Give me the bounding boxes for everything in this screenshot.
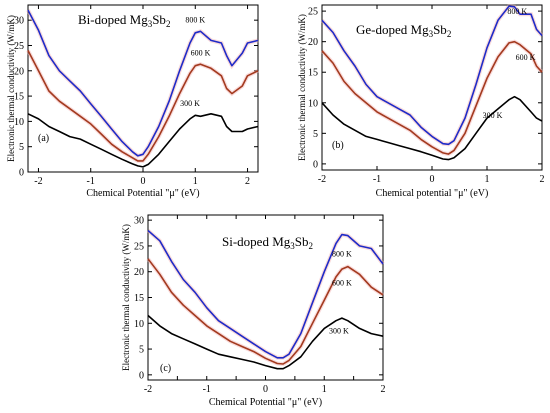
series-label: 300 K bbox=[483, 111, 503, 120]
panel-title: Si-doped Mg3Sb2 bbox=[222, 234, 313, 251]
series-halo bbox=[320, 4, 544, 147]
x-axis-label: Chemical Potential "μ" (eV) bbox=[209, 397, 322, 408]
y-tick-label: 5 bbox=[313, 129, 318, 140]
series-label: 600 K bbox=[332, 279, 352, 288]
x-tick-label: 0 bbox=[430, 174, 435, 185]
x-tick-label: -2 bbox=[144, 384, 152, 395]
y-tick-label: 10 bbox=[134, 319, 144, 330]
series-label: 800 K bbox=[332, 249, 352, 258]
x-tick-label: -2 bbox=[318, 174, 326, 185]
y-tick-label: 15 bbox=[134, 293, 144, 304]
y-axis-label: Electronic thermal conductivity (W/mK) bbox=[297, 14, 307, 161]
x-tick-label: 0 bbox=[263, 384, 268, 395]
y-tick-label: 0 bbox=[313, 159, 318, 170]
x-tick-label: 1 bbox=[193, 176, 198, 187]
y-tick-label: 30 bbox=[14, 16, 24, 27]
y-tick-label: 20 bbox=[134, 267, 144, 278]
x-tick-label: -1 bbox=[373, 174, 381, 185]
y-tick-label: 0 bbox=[19, 168, 24, 179]
series-line-300k bbox=[321, 95, 543, 161]
series-label: 600 K bbox=[516, 53, 536, 62]
x-tick-label: 2 bbox=[245, 176, 250, 187]
y-axis-label: Electronic thermal conductivity (W/mK) bbox=[6, 15, 16, 162]
y-tick-label: 15 bbox=[308, 68, 318, 79]
panel-title: Bi-doped Mg3Sb2 bbox=[78, 12, 170, 29]
series-line-800k bbox=[27, 9, 259, 157]
panel-title: Ge-doped Mg3Sb2 bbox=[356, 22, 451, 39]
y-tick-label: 20 bbox=[308, 37, 318, 48]
y-tick-label: 25 bbox=[308, 7, 318, 18]
y-tick-label: 25 bbox=[14, 41, 24, 52]
series-line-800k bbox=[321, 5, 543, 146]
x-tick-label: 2 bbox=[540, 174, 545, 185]
x-tick-label: 0 bbox=[141, 176, 146, 187]
y-tick-label: 5 bbox=[139, 345, 144, 356]
x-tick-label: 1 bbox=[322, 384, 327, 395]
y-axis-label: Electronic thermal conductivity (W/mK) bbox=[121, 224, 131, 371]
panel-tag: (b) bbox=[332, 140, 344, 151]
x-axis-label: Chemical potential "μ" (eV) bbox=[376, 188, 489, 199]
x-tick-label: -2 bbox=[34, 176, 42, 187]
x-axis-label: Chemical Potential "μ" (eV) bbox=[86, 188, 199, 199]
series-halo bbox=[26, 49, 259, 163]
series-line-800k bbox=[147, 229, 384, 359]
series-label: 800 K bbox=[507, 7, 527, 16]
y-tick-label: 20 bbox=[14, 66, 24, 77]
series-label: 300 K bbox=[180, 99, 200, 108]
y-tick-label: 10 bbox=[14, 117, 24, 128]
series-label: 800 K bbox=[185, 16, 205, 25]
series-label: 600 K bbox=[191, 49, 211, 58]
series-line-300k bbox=[147, 314, 384, 370]
y-tick-label: 0 bbox=[139, 370, 144, 381]
axes-frame bbox=[27, 4, 259, 173]
series-label: 300 K bbox=[329, 327, 349, 336]
series-halo bbox=[146, 257, 385, 367]
y-tick-label: 5 bbox=[19, 142, 24, 153]
y-tick-label: 30 bbox=[134, 216, 144, 227]
panel-tag: (a) bbox=[38, 133, 49, 144]
series-line-300k bbox=[27, 113, 259, 168]
x-tick-label: -1 bbox=[203, 384, 211, 395]
y-tick-label: 15 bbox=[14, 92, 24, 103]
series-line-600k bbox=[147, 258, 384, 365]
x-tick-label: 1 bbox=[485, 174, 490, 185]
x-tick-label: -1 bbox=[87, 176, 95, 187]
y-tick-label: 10 bbox=[308, 98, 318, 109]
panel-tag: (c) bbox=[160, 363, 171, 374]
x-tick-label: 2 bbox=[381, 384, 386, 395]
y-tick-label: 25 bbox=[134, 241, 144, 252]
series-line-600k bbox=[27, 50, 259, 162]
series-line-600k bbox=[321, 40, 543, 155]
